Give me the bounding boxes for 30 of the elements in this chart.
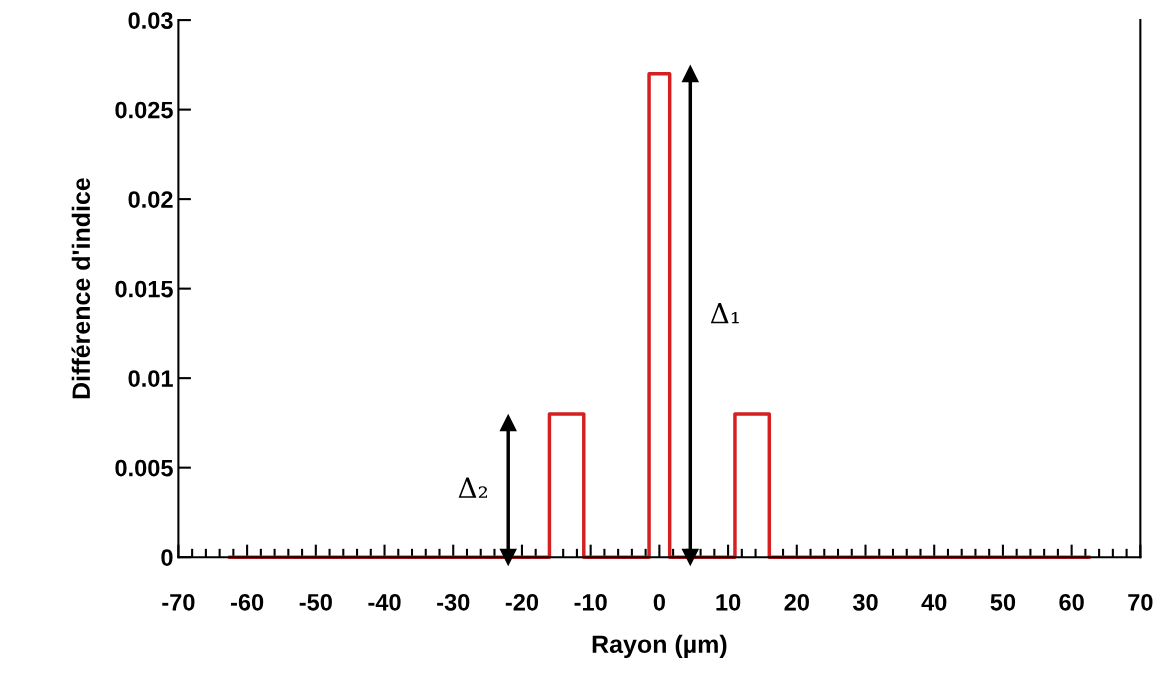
x-tick-label: 20 — [784, 593, 809, 611]
point — [499, 414, 517, 432]
x-tick-label: 60 — [1059, 593, 1084, 611]
x-tick-label: -30 — [437, 593, 470, 611]
x-tick-label: -70 — [162, 593, 195, 611]
x-tick-label: 50 — [990, 593, 1016, 611]
y-axis-title: Différence d'indice — [71, 178, 91, 399]
x-tick-label: -50 — [299, 593, 332, 611]
x-tick-label: 10 — [716, 593, 741, 611]
x-tick-label: -20 — [505, 593, 539, 611]
x-tick-label: 70 — [1128, 593, 1153, 611]
y-tick-label: 0.02 — [128, 191, 173, 208]
x-tick-label: 30 — [852, 593, 878, 611]
y-tick-label: 0.03 — [128, 12, 173, 29]
point — [681, 65, 699, 83]
y-tick-label: 0 — [161, 549, 173, 566]
y-tick-label: 0.005 — [115, 459, 173, 477]
y-tick-label: 0.025 — [115, 101, 173, 119]
point — [681, 548, 699, 566]
y-tick-label: 0.01 — [128, 370, 173, 387]
x-tick-label: -40 — [368, 593, 401, 611]
x-tick-label: 0 — [653, 593, 665, 611]
x-axis-title: Rayon (µm) — [592, 634, 727, 659]
point — [499, 548, 517, 566]
x-tick-label: 40 — [921, 593, 947, 611]
x-tick-label: -10 — [574, 593, 607, 611]
y-tick-label: 0.015 — [115, 280, 173, 298]
annotation: Δ₁ — [710, 302, 739, 324]
x-tick-label: -60 — [230, 593, 264, 611]
annotation: Δ₂ — [458, 477, 488, 498]
